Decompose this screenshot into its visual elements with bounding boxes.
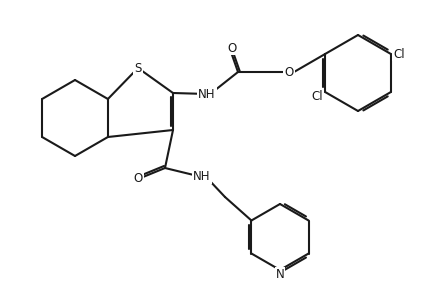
Text: O: O	[227, 41, 236, 54]
Text: Cl: Cl	[311, 90, 323, 103]
Text: N: N	[276, 268, 285, 281]
Text: NH: NH	[193, 170, 211, 183]
Text: Cl: Cl	[393, 48, 405, 60]
Text: NH: NH	[198, 88, 216, 101]
Text: O: O	[133, 173, 143, 185]
Text: S: S	[134, 62, 142, 75]
Text: O: O	[285, 65, 294, 79]
